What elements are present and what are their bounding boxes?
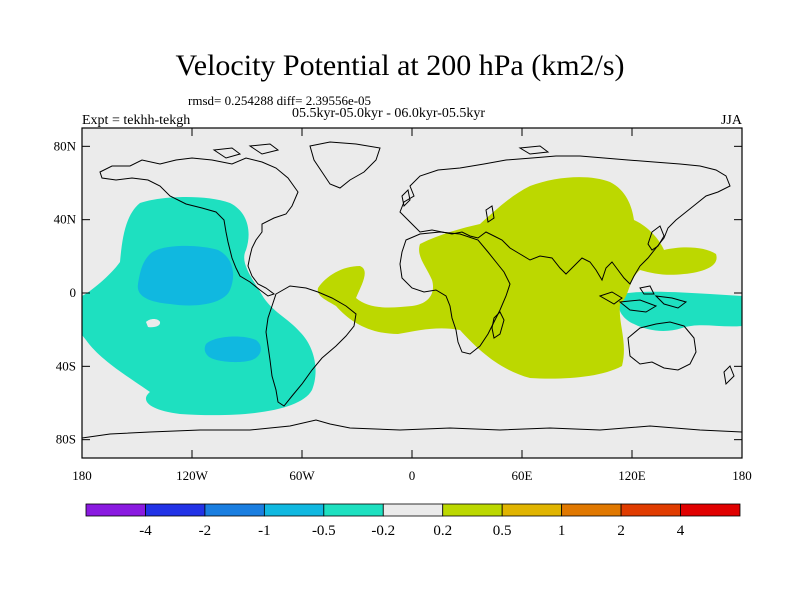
- contour-region-indonesia-negative: [618, 291, 742, 331]
- colorbar-swatch: [620, 503, 681, 517]
- coastline-north-america: [99, 157, 299, 297]
- x-tick-label: 60W: [289, 468, 315, 483]
- coastline-antarctica: [82, 419, 742, 439]
- colorbar-label: -4: [139, 523, 152, 539]
- contour-hole: [146, 319, 161, 328]
- experiment-label: Expt = tekhh-tekgh: [82, 113, 191, 128]
- y-tick-label: 40N: [54, 212, 77, 227]
- colorbar-swatch: [85, 503, 146, 517]
- contour-fills: [82, 177, 742, 416]
- stats-label: rmsd= 0.254288 diff= 2.39556e-05: [188, 93, 372, 108]
- coastline-africa: [399, 231, 511, 355]
- colorbar-swatch: [263, 503, 325, 517]
- coastline-caspian: [485, 205, 495, 223]
- x-tick-label: 180: [732, 468, 752, 483]
- axes: 80N 40N 0 40S 80S 180 120W 60W 0 60E 120E 180: [54, 128, 752, 483]
- coastline-madagascar: [491, 311, 505, 339]
- y-tick-label: 40S: [56, 358, 76, 373]
- coastline-indonesia: [598, 285, 688, 313]
- coastline-british-isles: [401, 188, 411, 208]
- colorbar-label: 4: [677, 523, 685, 539]
- colorbar-label: 0.5: [493, 523, 512, 539]
- y-tick-label: 80N: [54, 138, 77, 153]
- x-tick-label: 120W: [176, 468, 209, 483]
- coastline-australia: [627, 321, 697, 371]
- colorbar-label: 2: [617, 523, 625, 539]
- contour-region-pacific-negative: [82, 196, 316, 416]
- colorbar-label: 1: [558, 523, 566, 539]
- colorbar-swatch: [323, 503, 384, 517]
- colorbar-label: -1: [258, 523, 271, 539]
- colorbar-label: -0.2: [371, 523, 395, 539]
- colorbar: -4 -2 -1 -0.5 -0.2 0.2 0.5 1 2 4: [85, 503, 741, 539]
- colorbar-swatch: [145, 503, 206, 517]
- coastline-south-america: [265, 285, 357, 407]
- x-tick-label: 0: [409, 468, 416, 483]
- season-label: JJA: [720, 113, 742, 128]
- coastline-arctic-islands: [212, 143, 550, 159]
- colorbar-label: 0.2: [433, 523, 452, 539]
- contour-core-north-pacific: [137, 245, 234, 306]
- colorbar-label: -0.5: [312, 523, 336, 539]
- coastline-greenland: [309, 141, 381, 189]
- colorbar-swatch: [204, 503, 265, 517]
- chart-title: Velocity Potential at 200 hPa (km2/s): [175, 49, 625, 82]
- contour-region-eastern-positive: [317, 177, 717, 379]
- colorbar-swatch: [561, 503, 622, 517]
- coastline-japan: [647, 225, 665, 251]
- coastline-new-zealand: [723, 365, 735, 386]
- coastlines: [82, 141, 742, 439]
- contour-core-south-pacific: [204, 336, 261, 363]
- colorbar-swatch: [501, 503, 563, 517]
- colorbar-label: -2: [199, 523, 212, 539]
- y-tick-label: 0: [70, 285, 77, 300]
- colorbar-swatch: [680, 503, 741, 517]
- colorbar-swatch: [442, 503, 503, 517]
- y-tick-label: 80S: [56, 432, 76, 447]
- coastline-eurasia: [399, 155, 731, 285]
- x-tick-label: 180: [72, 468, 92, 483]
- x-tick-label: 60E: [512, 468, 533, 483]
- x-tick-label: 120E: [618, 468, 646, 483]
- period-label: 05.5kyr-05.0kyr - 06.0kyr-05.5kyr: [292, 106, 486, 121]
- colorbar-swatch: [382, 503, 444, 517]
